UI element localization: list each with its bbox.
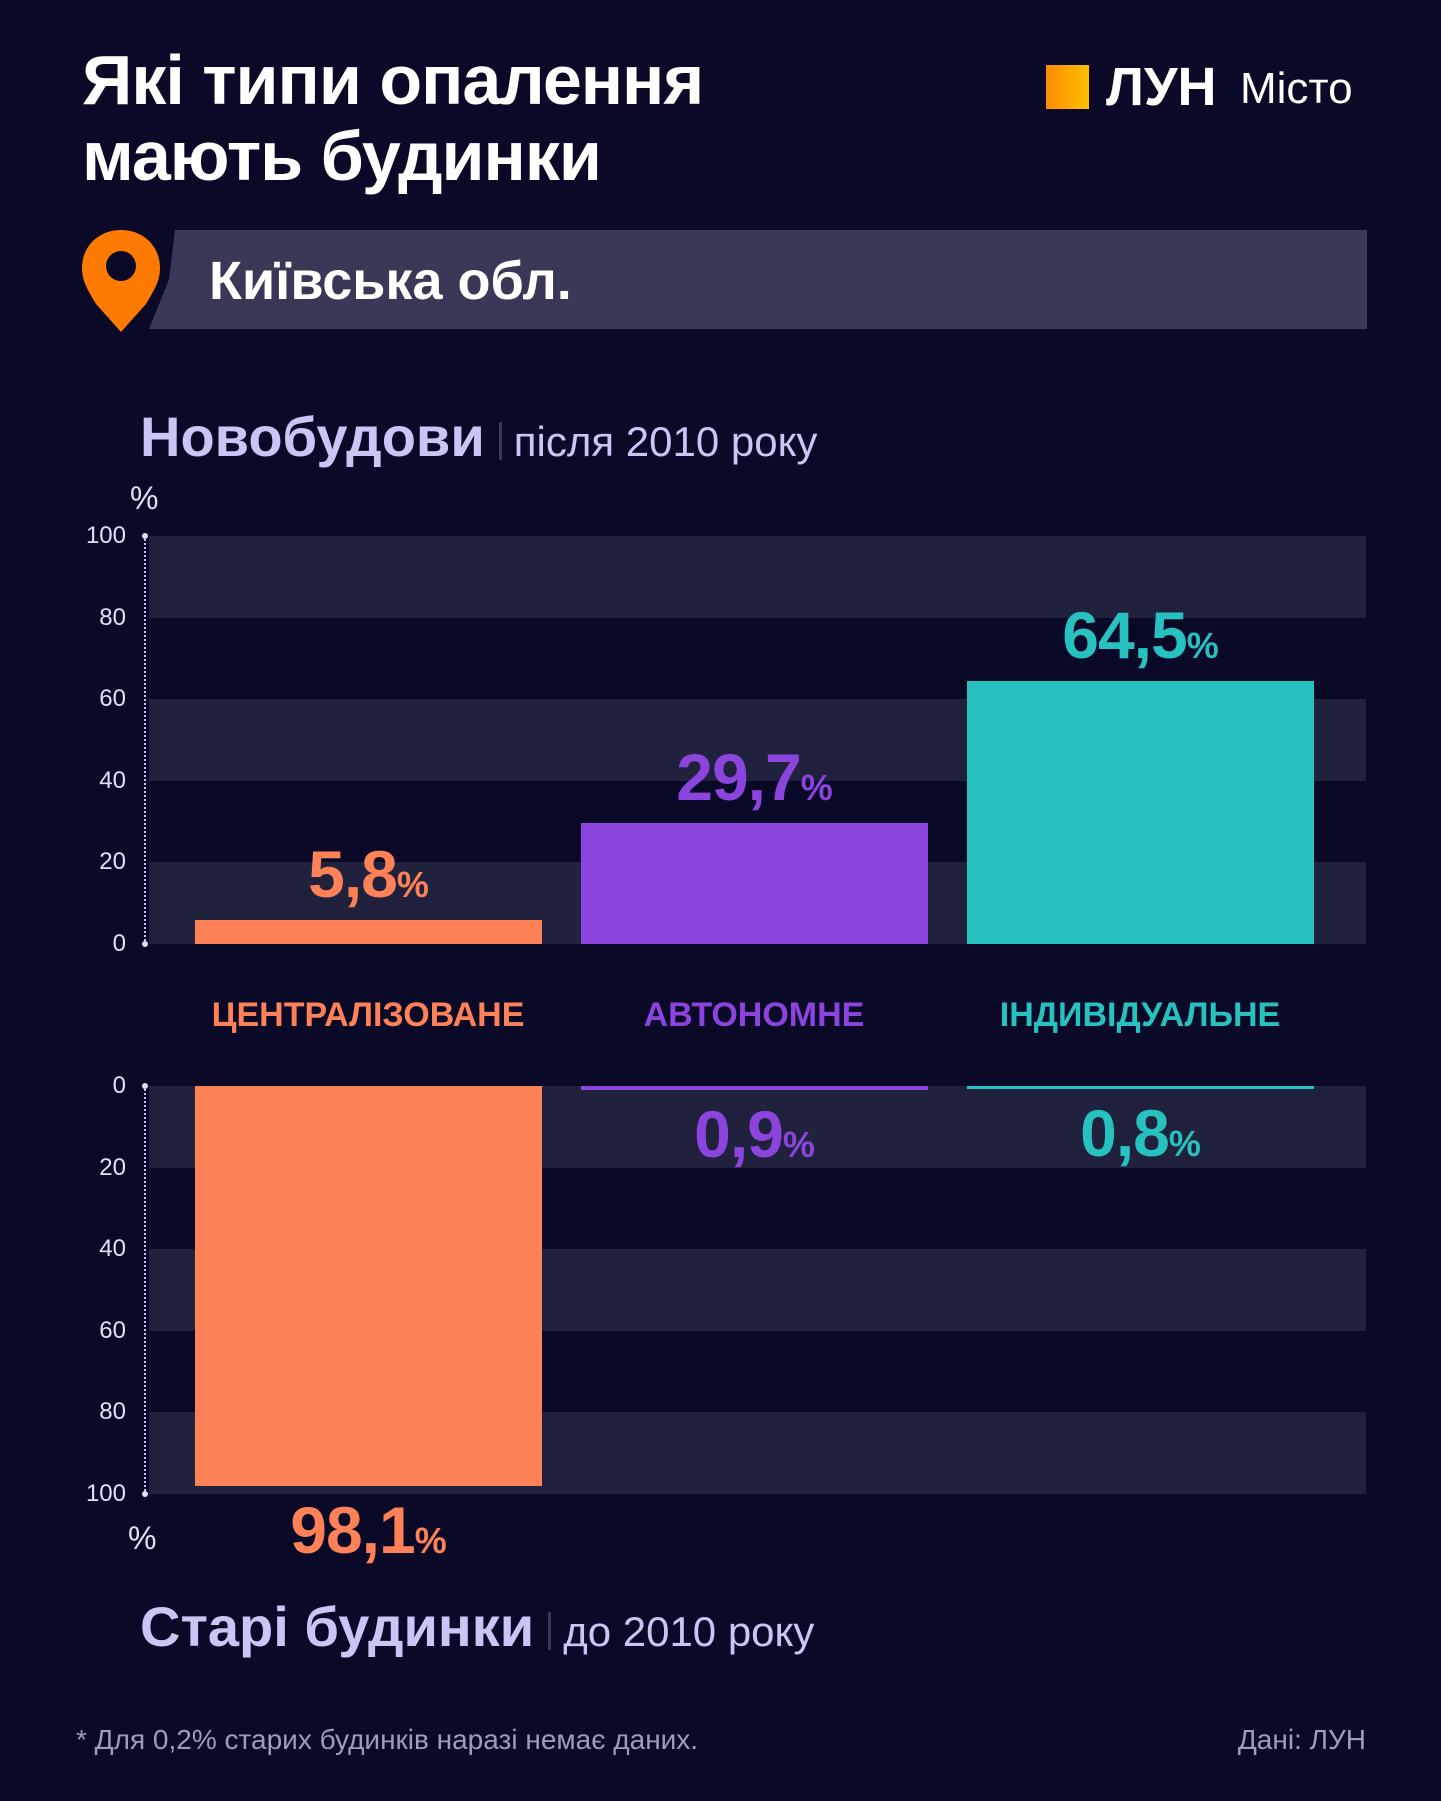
y-tick-label: 60 <box>99 1316 126 1344</box>
y-axis-line <box>144 1086 146 1494</box>
bar-0-2 <box>967 680 1314 944</box>
value-number: 98,1 <box>290 1493 415 1568</box>
y-tick-label: 60 <box>99 685 126 713</box>
y-tick-label: 80 <box>99 603 126 631</box>
y-tick-label: 100 <box>85 522 126 549</box>
logo-subtext: Місто <box>1240 64 1353 113</box>
divider <box>498 422 502 460</box>
logo-square-icon <box>1046 65 1089 109</box>
value-number: 64,5 <box>1062 597 1187 672</box>
y-tick-label: 20 <box>99 1153 126 1181</box>
y-tick-label: 0 <box>112 930 126 957</box>
value-label: 0,8% <box>965 1095 1315 1171</box>
value-label: 64,5% <box>965 597 1315 673</box>
section-title: Старі будинки <box>140 1595 535 1658</box>
bar-1-1 <box>581 1086 928 1090</box>
value-number: 29,7 <box>676 739 801 814</box>
axis-dot <box>142 941 148 947</box>
value-unit: % <box>782 1123 815 1165</box>
region-name: Київська обл. <box>209 251 572 311</box>
y-tick-label: 40 <box>99 766 126 794</box>
bar-0-0 <box>195 920 542 944</box>
y-tick-label: 0 <box>112 1072 126 1099</box>
value-unit: % <box>1168 1123 1201 1165</box>
y-tick-label: 40 <box>99 1235 126 1263</box>
value-number: 0,9 <box>694 1096 784 1171</box>
section-title: Новобудови <box>140 405 485 468</box>
category-label: ІНДИВІДУАЛЬНЕ <box>999 996 1281 1034</box>
section-subtitle: до 2010 року <box>563 1608 815 1655</box>
section-subtitle: після 2010 року <box>513 418 818 465</box>
value-unit: % <box>800 766 833 808</box>
footnote: * Для 0,2% старих будинків наразі немає … <box>76 1724 699 1755</box>
value-number: 5,8 <box>308 837 398 912</box>
grid-band <box>149 536 1366 618</box>
value-label: 29,7% <box>579 739 929 815</box>
y-tick-label: 100 <box>85 1480 126 1507</box>
logo-text: ЛУН <box>1106 57 1217 117</box>
category-label: ЦЕНТРАЛІЗОВАНЕ <box>211 996 525 1034</box>
region-banner <box>149 230 1367 329</box>
bar-1-2 <box>967 1086 1314 1090</box>
page-title: Які типи опалення мають будинки <box>82 41 704 195</box>
y-tick-label: 80 <box>99 1398 126 1426</box>
value-number: 0,8 <box>1080 1096 1170 1171</box>
bar-1-0 <box>195 1086 542 1487</box>
title-line-1: Які типи опалення <box>82 41 704 119</box>
title-line-2: мають будинки <box>82 117 602 195</box>
axis-dot <box>142 1491 148 1497</box>
new-buildings-heading: Новобудови після 2010 року <box>140 404 817 469</box>
bar-0-1 <box>581 822 928 944</box>
data-source: Дані: ЛУН <box>1237 1724 1366 1755</box>
y-unit-top: % <box>130 480 159 516</box>
value-unit: % <box>396 864 429 906</box>
location-pin-icon <box>82 230 160 332</box>
value-unit: % <box>1186 624 1219 666</box>
value-label: 0,9% <box>579 1096 929 1172</box>
value-label: 98,1% <box>193 1492 543 1568</box>
y-unit-bottom: % <box>128 1520 157 1556</box>
y-axis-line <box>144 536 146 944</box>
value-unit: % <box>414 1520 447 1562</box>
category-label: АВТОНОМНЕ <box>643 996 865 1034</box>
axis-dot <box>142 533 148 539</box>
divider <box>548 1612 552 1650</box>
old-buildings-heading: Старі будинки до 2010 року <box>140 1594 814 1659</box>
axis-dot <box>142 1083 148 1089</box>
value-label: 5,8% <box>193 836 543 912</box>
y-tick-label: 20 <box>99 848 126 876</box>
